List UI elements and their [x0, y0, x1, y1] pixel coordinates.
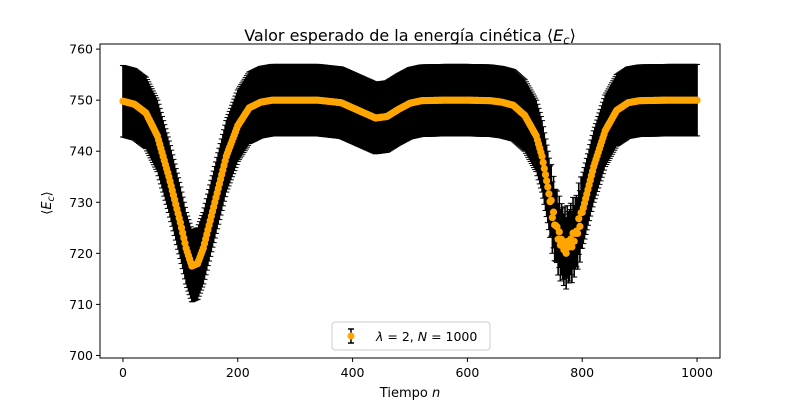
data-point — [562, 249, 570, 257]
y-tick-label: 700 — [69, 348, 93, 363]
y-axis-label: ⟨Ec⟩ — [40, 191, 57, 215]
y-tick-label: 710 — [69, 297, 93, 312]
data-point — [568, 243, 576, 251]
data-point — [570, 237, 578, 245]
data-point — [541, 171, 550, 179]
chart-title: Valor esperado de la energía cinética ⟨E… — [244, 26, 576, 47]
legend-marker — [347, 332, 355, 340]
data-point — [575, 215, 583, 223]
legend-box — [331, 321, 491, 351]
data-point — [576, 222, 584, 231]
data-point — [549, 208, 558, 216]
data-point — [543, 177, 551, 185]
y-tick-label: 760 — [69, 42, 93, 57]
x-tick-label: 200 — [226, 365, 250, 380]
data-point — [555, 228, 563, 236]
y-tick-label: 750 — [69, 93, 93, 108]
x-tick-label: 400 — [341, 365, 365, 380]
legend-label: λ = 2, N = 1000 — [375, 329, 477, 344]
x-axis: 0 200 400 600 800 1000 — [119, 358, 713, 380]
data-point — [539, 158, 547, 167]
y-tick-label: 740 — [69, 144, 93, 159]
data-point — [544, 183, 552, 191]
data-point — [693, 96, 701, 104]
legend: λ = 2, N = 1000 — [331, 321, 491, 351]
data-point — [548, 213, 556, 222]
data-points — [119, 96, 701, 270]
data-point — [540, 164, 548, 173]
data-point — [538, 152, 546, 160]
plot-frame — [99, 43, 721, 359]
x-axis-label: Tiempo n — [379, 386, 440, 400]
y-tick-label: 720 — [69, 246, 93, 261]
x-tick-label: 0 — [119, 365, 127, 380]
data-point — [574, 229, 582, 237]
x-tick-label: 800 — [570, 365, 594, 380]
data-point — [547, 196, 555, 204]
x-tick-label: 600 — [455, 365, 479, 380]
y-tick-label: 730 — [69, 195, 93, 210]
data-point — [545, 190, 553, 198]
y-axis: 700 710 720 730 740 750 760 — [69, 42, 100, 363]
x-tick-label: 1000 — [681, 365, 713, 380]
